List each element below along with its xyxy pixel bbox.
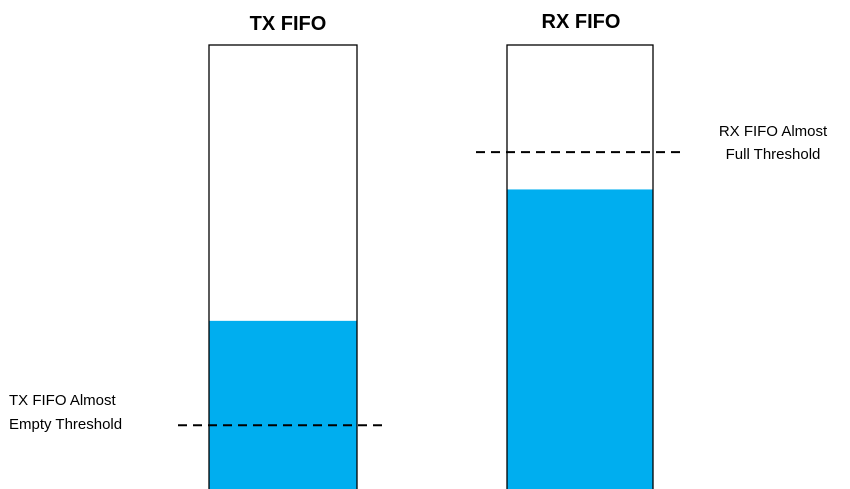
tx-fifo-container: [208, 44, 358, 489]
tx-fifo-fill-level: [209, 320, 357, 489]
tx-fifo-threshold-label-line1: TX FIFO Almost: [9, 392, 117, 409]
tx-fifo-group: TX FIFO TX FIFO Almost Empty Threshold: [9, 13, 387, 489]
rx-fifo-fill-level: [507, 189, 653, 489]
rx-fifo-container: [506, 44, 654, 489]
rx-fifo-group: RX FIFO RX FIFO Almost Full Threshold: [476, 11, 828, 489]
rx-fifo-title: RX FIFO: [542, 11, 621, 33]
tx-fifo-title: TX FIFO: [250, 13, 327, 35]
tx-fifo-threshold-label-line2: Empty Threshold: [9, 416, 122, 433]
rx-fifo-threshold-label-line1: RX FIFO Almost: [719, 123, 828, 140]
rx-fifo-threshold-label-line2: Full Threshold: [726, 146, 821, 163]
